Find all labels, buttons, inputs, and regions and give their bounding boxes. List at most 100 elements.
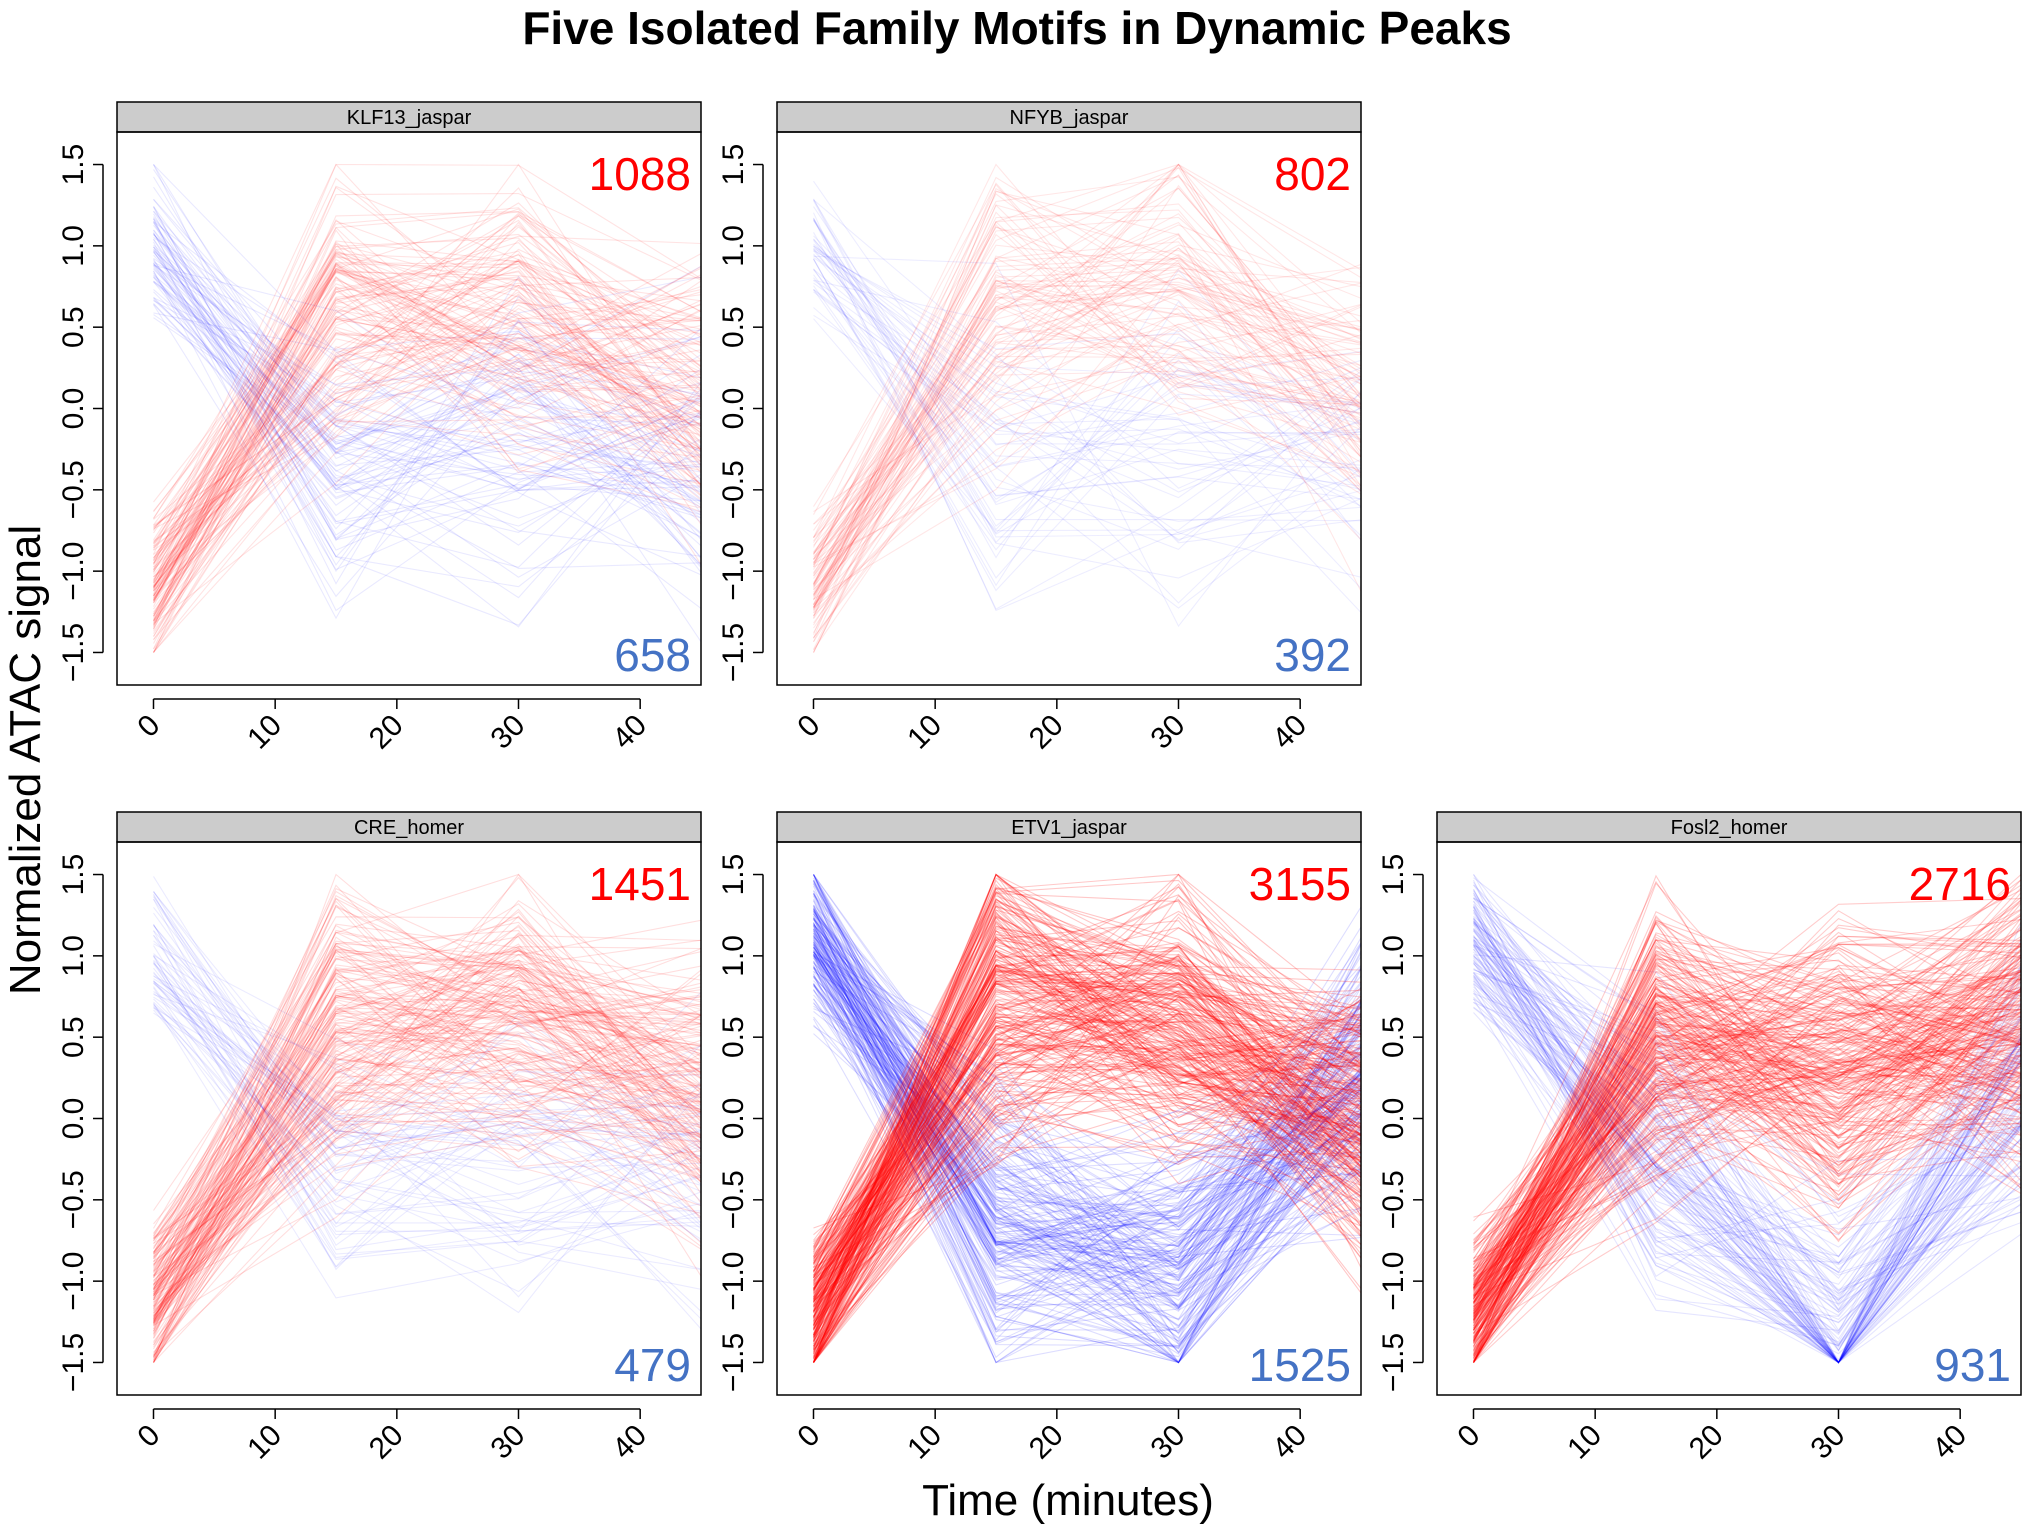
up-trajectory <box>153 1053 701 1318</box>
up-trajectory <box>1473 1036 2021 1297</box>
up-trajectory <box>1473 879 2021 1353</box>
up-trajectory <box>813 953 1361 1311</box>
up-trajectory <box>813 1061 1361 1313</box>
up-trajectory <box>1473 970 2021 1331</box>
up-trajectory <box>1473 967 2021 1288</box>
y-tick-label: 0.5 <box>57 1016 90 1058</box>
up-trajectory <box>1473 929 2021 1315</box>
down-trajectory <box>1473 982 2021 1364</box>
up-trajectory <box>812 873 1361 1312</box>
up-trajectory <box>813 1021 1361 1290</box>
down-trajectory <box>1473 894 2021 1352</box>
up-trajectory <box>1473 939 2021 1275</box>
down-trajectory <box>813 908 1361 1292</box>
up-trajectory <box>813 1053 1361 1287</box>
down-trajectory <box>813 977 1361 1271</box>
up-trajectory <box>153 264 701 564</box>
up-trajectory <box>812 919 1361 1320</box>
y-tick-label: −1.5 <box>1377 1333 1410 1392</box>
up-trajectory <box>153 1027 701 1358</box>
up-trajectory <box>153 277 701 592</box>
up-trajectory <box>813 1036 1361 1342</box>
up-trajectory <box>813 270 1361 543</box>
up-trajectory <box>153 276 701 601</box>
down-trajectory <box>1473 930 2021 1274</box>
down-count-label: 1525 <box>1249 1339 1351 1391</box>
down-trajectory <box>153 229 701 454</box>
up-trajectory <box>153 966 701 1300</box>
down-trajectory <box>813 248 1361 542</box>
down-trajectory <box>813 935 1361 1218</box>
up-trajectory <box>813 979 1361 1313</box>
down-trajectory <box>813 949 1361 1318</box>
up-trajectory <box>1473 1020 2021 1303</box>
down-trajectory <box>1473 900 2021 1347</box>
down-trajectory <box>1473 944 2021 1177</box>
panel-lines <box>152 163 701 653</box>
up-trajectory <box>813 1047 1361 1258</box>
down-trajectory <box>813 966 1361 1294</box>
up-trajectory <box>153 287 701 630</box>
up-trajectory <box>152 894 701 1332</box>
down-trajectory <box>153 233 701 538</box>
up-trajectory <box>812 915 1361 1332</box>
down-trajectory <box>813 243 1361 578</box>
down-trajectory <box>1473 1001 2021 1296</box>
up-trajectory <box>813 306 1361 564</box>
panel-strip <box>1436 811 2022 843</box>
up-trajectory <box>813 226 1361 556</box>
down-trajectory <box>153 206 701 541</box>
panel-strip <box>116 811 702 843</box>
up-trajectory <box>153 950 701 1255</box>
down-trajectory <box>813 916 1361 1261</box>
down-trajectory <box>813 291 1361 490</box>
up-trajectory <box>1472 945 2021 1363</box>
up-trajectory <box>1473 1047 2021 1249</box>
up-trajectory <box>813 1008 1361 1363</box>
up-trajectory <box>1473 996 2021 1336</box>
up-trajectory <box>1473 993 2021 1355</box>
down-trajectory <box>1473 939 2021 1293</box>
up-trajectory <box>813 895 1361 1293</box>
up-trajectory <box>1473 889 2021 1330</box>
up-trajectory <box>813 973 1361 1291</box>
up-trajectory <box>153 1052 701 1263</box>
up-trajectory <box>1473 947 2021 1310</box>
up-trajectory <box>153 1047 701 1313</box>
up-trajectory <box>1473 988 2021 1260</box>
down-trajectory <box>1473 978 2021 1336</box>
down-trajectory <box>813 975 1361 1269</box>
up-trajectory <box>813 1108 1361 1327</box>
up-trajectory <box>813 902 1361 1299</box>
up-trajectory <box>1473 981 2021 1321</box>
down-trajectory <box>813 1025 1361 1243</box>
up-trajectory <box>153 936 701 1332</box>
up-trajectory <box>153 951 701 1272</box>
up-trajectory <box>153 908 701 1277</box>
down-trajectory <box>1473 972 2021 1273</box>
up-trajectory <box>813 1015 1361 1306</box>
up-trajectory <box>813 989 1361 1363</box>
up-trajectory <box>813 994 1361 1300</box>
down-trajectory <box>813 874 1361 1364</box>
up-trajectory <box>153 219 701 597</box>
y-tick-label: −1.0 <box>57 542 90 601</box>
up-trajectory <box>1473 973 2021 1324</box>
down-trajectory <box>813 268 1361 541</box>
up-trajectory <box>1472 874 2021 1360</box>
down-trajectory <box>1473 998 2021 1310</box>
down-trajectory <box>153 975 701 1246</box>
down-trajectory <box>1473 909 2021 1244</box>
up-trajectory <box>812 916 1361 1363</box>
up-trajectory <box>813 203 1361 588</box>
down-trajectory <box>813 219 1361 527</box>
up-trajectory <box>813 323 1361 617</box>
down-trajectory <box>813 923 1361 1210</box>
down-trajectory <box>1473 955 2021 1364</box>
down-trajectory <box>153 274 701 557</box>
down-trajectory <box>153 312 701 425</box>
up-trajectory <box>153 1014 701 1320</box>
up-trajectory <box>1473 1056 2021 1240</box>
down-trajectory <box>1473 936 2021 1280</box>
